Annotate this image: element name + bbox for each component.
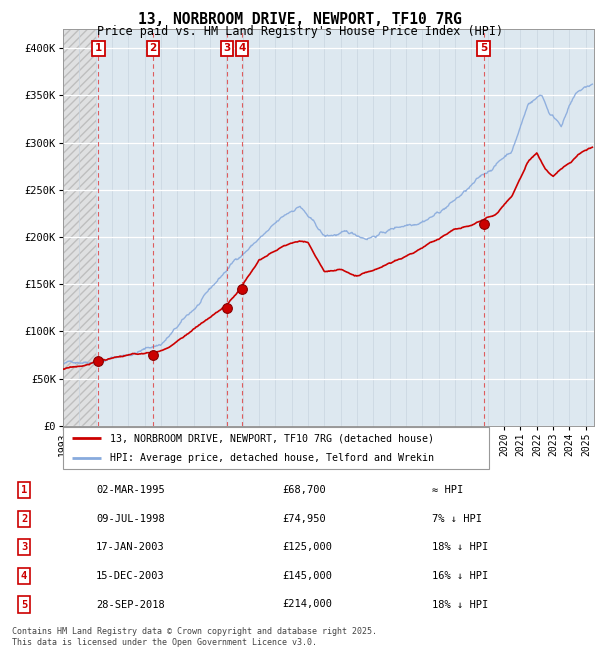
Text: 18% ↓ HPI: 18% ↓ HPI	[432, 599, 488, 610]
Text: £125,000: £125,000	[282, 542, 332, 552]
Text: 7% ↓ HPI: 7% ↓ HPI	[432, 514, 482, 524]
Text: £74,950: £74,950	[282, 514, 326, 524]
Text: 15-DEC-2003: 15-DEC-2003	[96, 571, 165, 581]
Text: 17-JAN-2003: 17-JAN-2003	[96, 542, 165, 552]
Text: 4: 4	[21, 571, 27, 581]
FancyBboxPatch shape	[63, 427, 489, 469]
Text: 16% ↓ HPI: 16% ↓ HPI	[432, 571, 488, 581]
Text: £214,000: £214,000	[282, 599, 332, 610]
Text: 13, NORBROOM DRIVE, NEWPORT, TF10 7RG: 13, NORBROOM DRIVE, NEWPORT, TF10 7RG	[138, 12, 462, 27]
Text: 18% ↓ HPI: 18% ↓ HPI	[432, 542, 488, 552]
Text: 4: 4	[238, 43, 246, 53]
Bar	[63, 29, 95, 426]
Text: 3: 3	[224, 43, 231, 53]
Text: £145,000: £145,000	[282, 571, 332, 581]
Text: 09-JUL-1998: 09-JUL-1998	[96, 514, 165, 524]
Text: £68,700: £68,700	[282, 485, 326, 495]
Text: 1: 1	[21, 485, 27, 495]
Text: 2: 2	[21, 514, 27, 524]
Text: 28-SEP-2018: 28-SEP-2018	[96, 599, 165, 610]
Text: 3: 3	[21, 542, 27, 552]
Text: HPI: Average price, detached house, Telford and Wrekin: HPI: Average price, detached house, Telf…	[110, 453, 434, 463]
Text: 5: 5	[480, 43, 487, 53]
Text: 13, NORBROOM DRIVE, NEWPORT, TF10 7RG (detached house): 13, NORBROOM DRIVE, NEWPORT, TF10 7RG (d…	[110, 434, 434, 443]
Text: ≈ HPI: ≈ HPI	[432, 485, 463, 495]
Text: 02-MAR-1995: 02-MAR-1995	[96, 485, 165, 495]
Text: 2: 2	[149, 43, 157, 53]
Text: 1: 1	[95, 43, 102, 53]
Text: Contains HM Land Registry data © Crown copyright and database right 2025.
This d: Contains HM Land Registry data © Crown c…	[12, 627, 377, 647]
Text: Price paid vs. HM Land Registry's House Price Index (HPI): Price paid vs. HM Land Registry's House …	[97, 25, 503, 38]
Text: 5: 5	[21, 599, 27, 610]
